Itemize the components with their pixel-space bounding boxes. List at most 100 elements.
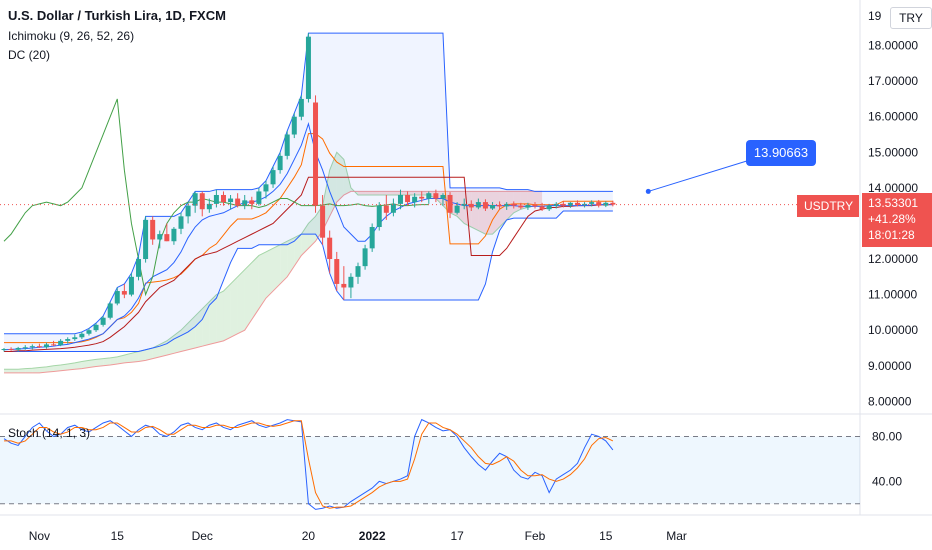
cloud-segment: [96, 358, 104, 367]
candle-body: [284, 134, 290, 156]
candle-body: [305, 36, 311, 99]
candle-body: [433, 193, 439, 199]
cloud-segment: [457, 191, 465, 224]
cloud-segment: [39, 366, 47, 373]
time-tick-label: 17: [450, 529, 464, 543]
candle-body: [504, 203, 510, 207]
price-tick-label: 15.00000: [868, 145, 918, 159]
cloud-segment: [25, 368, 33, 373]
candle-body: [327, 237, 333, 260]
stoch-band: [0, 436, 860, 504]
target-connector: [648, 159, 751, 192]
cloud-segment: [393, 191, 401, 195]
candle-body: [114, 291, 120, 304]
price-tick-label: 19: [868, 9, 882, 23]
candle-body: [376, 205, 382, 228]
cloud-segment: [258, 251, 266, 309]
ichimoku-legend[interactable]: Ichimoku (9, 26, 52, 26): [8, 29, 135, 43]
time-tick-label: Mar: [666, 529, 687, 543]
stoch-tick-label: 80.00: [872, 429, 902, 443]
candle-body: [235, 198, 241, 206]
symbol-badge-text: USDTRY: [804, 199, 854, 213]
candle-body: [341, 283, 347, 288]
candle-body: [454, 205, 460, 213]
cloud-segment: [492, 191, 500, 235]
candle-body: [72, 337, 78, 340]
cloud-segment: [181, 323, 189, 352]
price-tick-label: 16.00000: [868, 110, 918, 124]
cloud-segment: [131, 351, 139, 363]
candle-body: [397, 194, 403, 204]
span-b-line: [4, 190, 543, 374]
candle-body: [178, 216, 184, 229]
candle-body: [100, 317, 106, 325]
candle-body: [86, 330, 92, 334]
candle-body: [58, 340, 64, 346]
cloud-segment: [400, 191, 408, 195]
candle-body: [171, 228, 177, 242]
price-tick-label: 17.00000: [868, 74, 918, 88]
cloud-segment: [471, 191, 479, 231]
cloud-segment: [280, 241, 288, 284]
candle-body: [157, 234, 163, 240]
cloud-segment: [188, 315, 196, 350]
time-tick-label: 15: [111, 529, 125, 543]
cloud-segment: [237, 269, 245, 334]
candle-body: [15, 347, 21, 350]
donchian-fill: [4, 33, 613, 352]
price-tick-label: 14.00000: [868, 181, 918, 195]
cloud-segment: [216, 291, 224, 343]
candle-body: [270, 170, 276, 185]
price-tick-label: 9.00000: [868, 359, 912, 373]
candle-body: [277, 155, 283, 171]
cloud-segment: [273, 244, 281, 292]
span-a-line: [4, 151, 543, 370]
candle-body: [263, 184, 269, 192]
candle-body: [440, 194, 446, 199]
cloud-segment: [138, 349, 146, 362]
cloud-segment: [60, 363, 68, 371]
candle-body: [291, 116, 297, 135]
candle-body: [150, 219, 156, 240]
candle-body: [348, 276, 354, 288]
price-change: +41.28%: [868, 212, 916, 226]
candle-body: [36, 346, 42, 348]
candle-body: [334, 259, 340, 284]
kijun-line: [4, 176, 613, 353]
stoch-k-line: [3, 418, 614, 510]
cloud-segment: [11, 369, 19, 373]
cloud-segment: [209, 294, 217, 345]
candle-body: [128, 276, 134, 295]
candle-body: [525, 204, 531, 208]
donchian-legend[interactable]: DC (20): [8, 48, 51, 62]
candle-body: [298, 98, 304, 117]
candle-body: [610, 202, 616, 205]
candle-body: [313, 102, 319, 206]
cloud-segment: [18, 368, 26, 373]
cloud-segment: [159, 340, 167, 357]
candle-body: [603, 202, 609, 206]
candle-body: [369, 227, 375, 249]
candle-body: [8, 349, 14, 351]
price-tick-label: 8.00000: [868, 394, 912, 408]
candle-body: [589, 202, 595, 204]
price-tick-label: 18.00000: [868, 39, 918, 53]
cloud-segment: [372, 191, 380, 195]
target-price-badge[interactable]: 13.90663: [746, 140, 816, 166]
candle-body: [249, 200, 255, 204]
stoch-legend[interactable]: Stoch (14, 1, 3): [8, 426, 91, 440]
candle-body: [185, 205, 191, 217]
price-tick-label: 10.00000: [868, 323, 918, 337]
currency-button[interactable]: TRY: [890, 7, 932, 29]
cloud-segment: [308, 216, 316, 249]
candle-body: [518, 205, 524, 208]
cloud-segment: [74, 361, 82, 370]
candle-body: [320, 205, 326, 238]
cloud-segment: [195, 308, 203, 348]
candle-body: [206, 203, 212, 210]
candle-body: [405, 194, 411, 203]
time-tick-label: Dec: [192, 529, 213, 543]
candle-body: [164, 234, 170, 242]
candle-body: [107, 303, 113, 318]
